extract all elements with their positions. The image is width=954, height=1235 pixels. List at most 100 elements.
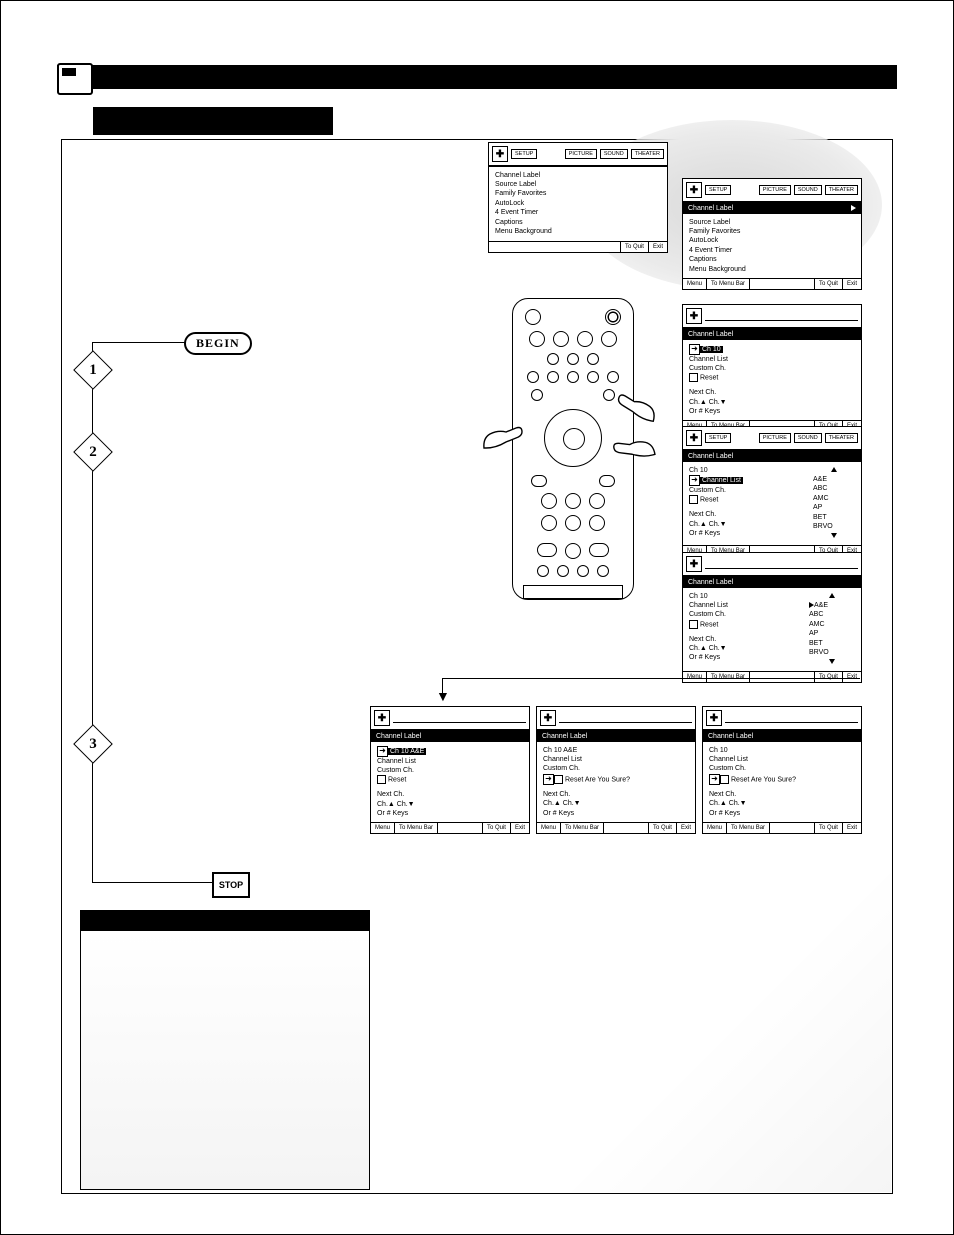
mi[interactable]: Custom Ch. xyxy=(689,610,809,619)
foot-menu[interactable]: Menu xyxy=(371,823,395,833)
mi[interactable]: Menu Background xyxy=(495,227,661,236)
remote-button[interactable] xyxy=(567,353,579,365)
opt[interactable]: AMC xyxy=(809,620,855,629)
mi[interactable]: Reset xyxy=(700,621,718,628)
remote-button[interactable] xyxy=(577,565,589,577)
tab-theater[interactable]: THEATER xyxy=(825,433,858,443)
setup-tab-icon[interactable]: ✚ xyxy=(706,710,722,726)
setup-tab-icon[interactable]: ✚ xyxy=(492,146,508,162)
nav-ring[interactable] xyxy=(544,409,602,467)
remote-button[interactable] xyxy=(531,389,543,401)
mi[interactable]: Ch 10 xyxy=(709,746,855,755)
checkbox-icon[interactable] xyxy=(689,373,698,382)
remote-button[interactable] xyxy=(557,565,569,577)
remote-button[interactable] xyxy=(565,515,581,531)
mi[interactable]: Family Favorites xyxy=(689,227,855,236)
setup-tab-icon[interactable]: ✚ xyxy=(374,710,390,726)
tab-sound[interactable]: SOUND xyxy=(794,433,822,443)
opt[interactable]: BRVO xyxy=(809,648,855,657)
checkbox-icon[interactable] xyxy=(689,495,698,504)
foot-exit[interactable]: Exit xyxy=(843,279,861,289)
remote-button[interactable] xyxy=(537,543,557,557)
tab-setup[interactable]: SETUP xyxy=(705,433,731,443)
opt[interactable]: AMC xyxy=(813,494,855,503)
remote-button[interactable] xyxy=(597,565,609,577)
remote-button[interactable] xyxy=(541,515,557,531)
remote-button[interactable] xyxy=(607,371,619,383)
setup-tab-icon[interactable]: ✚ xyxy=(540,710,556,726)
tab-picture[interactable]: PICTURE xyxy=(759,433,791,443)
mi[interactable]: 4 Event Timer xyxy=(495,208,661,217)
remote-button[interactable] xyxy=(565,543,581,559)
opt[interactable]: BET xyxy=(809,639,855,648)
mi[interactable]: Custom Ch. xyxy=(689,486,813,495)
power-button[interactable] xyxy=(605,309,621,325)
remote-button[interactable] xyxy=(537,565,549,577)
tab-picture[interactable]: PICTURE xyxy=(565,149,597,159)
tab-sound[interactable]: SOUND xyxy=(600,149,628,159)
mi[interactable]: Reset xyxy=(700,375,718,382)
opt[interactable]: AP xyxy=(813,503,855,512)
remote-button[interactable] xyxy=(587,353,599,365)
foot-exit[interactable]: Exit xyxy=(511,823,529,833)
mi[interactable]: AutoLock xyxy=(689,236,855,245)
mi[interactable]: Ch 10 A&E xyxy=(543,746,689,755)
mi[interactable]: Custom Ch. xyxy=(543,764,689,773)
mi[interactable]: Reset xyxy=(700,497,718,504)
remote-button[interactable] xyxy=(603,389,615,401)
foot-menu[interactable]: Menu xyxy=(537,823,561,833)
scroll-up-icon[interactable] xyxy=(829,593,835,598)
foot-exit[interactable]: Exit xyxy=(677,823,695,833)
mi[interactable]: Captions xyxy=(689,255,855,264)
checkbox-icon[interactable] xyxy=(377,775,386,784)
mi[interactable]: Ch 10 xyxy=(689,466,813,475)
remote-button[interactable] xyxy=(587,371,599,383)
setup-tab-icon[interactable]: ✚ xyxy=(686,182,702,198)
remote-button[interactable] xyxy=(599,475,615,487)
mi[interactable]: Source Label xyxy=(495,180,661,189)
checkbox-icon[interactable] xyxy=(689,620,698,629)
mi[interactable]: Reset xyxy=(388,777,406,784)
mi[interactable]: Source Label xyxy=(689,218,855,227)
tab-setup[interactable]: SETUP xyxy=(511,149,537,159)
remote-button[interactable] xyxy=(553,331,569,347)
mi[interactable]: Menu Background xyxy=(689,265,855,274)
mi[interactable]: Custom Ch. xyxy=(709,764,855,773)
scroll-down-icon[interactable] xyxy=(829,659,835,664)
tab-theater[interactable]: THEATER xyxy=(825,185,858,195)
mi[interactable]: Channel List xyxy=(689,355,855,364)
opt[interactable]: ABC xyxy=(813,484,855,493)
foot-menu[interactable]: Menu xyxy=(703,823,727,833)
mi[interactable]: Custom Ch. xyxy=(689,364,855,373)
opt[interactable]: BRVO xyxy=(813,522,855,531)
remote-button[interactable] xyxy=(547,371,559,383)
mi[interactable]: 4 Event Timer xyxy=(689,246,855,255)
mi[interactable]: Reset Are You Sure? xyxy=(565,776,630,783)
tab-theater[interactable]: THEATER xyxy=(631,149,664,159)
mi[interactable]: Channel List xyxy=(543,755,689,764)
remote-button[interactable] xyxy=(531,475,547,487)
remote-button[interactable] xyxy=(541,493,557,509)
remote-button[interactable] xyxy=(589,543,609,557)
foot-exit[interactable]: Exit xyxy=(843,823,861,833)
tab-picture[interactable]: PICTURE xyxy=(759,185,791,195)
mi[interactable]: Channel Label xyxy=(495,171,661,180)
sel-row[interactable]: Channel List xyxy=(700,477,743,484)
remote-button[interactable] xyxy=(577,331,593,347)
remote-button[interactable] xyxy=(565,493,581,509)
mi[interactable]: Custom Ch. xyxy=(377,766,523,775)
opt[interactable]: BET xyxy=(813,513,855,522)
mi[interactable]: AutoLock xyxy=(495,199,661,208)
setup-tab-icon[interactable]: ✚ xyxy=(686,556,702,572)
mi[interactable]: Channel List xyxy=(377,757,523,766)
remote-button[interactable] xyxy=(525,309,541,325)
scroll-up-icon[interactable] xyxy=(831,467,837,472)
scroll-down-icon[interactable] xyxy=(831,533,837,538)
tab-setup[interactable]: SETUP xyxy=(705,185,731,195)
mi[interactable]: Captions xyxy=(495,218,661,227)
opt[interactable]: A&E xyxy=(814,602,828,609)
checkbox-icon[interactable] xyxy=(554,775,563,784)
remote-button[interactable] xyxy=(527,371,539,383)
foot-exit[interactable]: Exit xyxy=(649,242,667,252)
sel-row[interactable]: Ch 10 A&E xyxy=(388,748,426,755)
